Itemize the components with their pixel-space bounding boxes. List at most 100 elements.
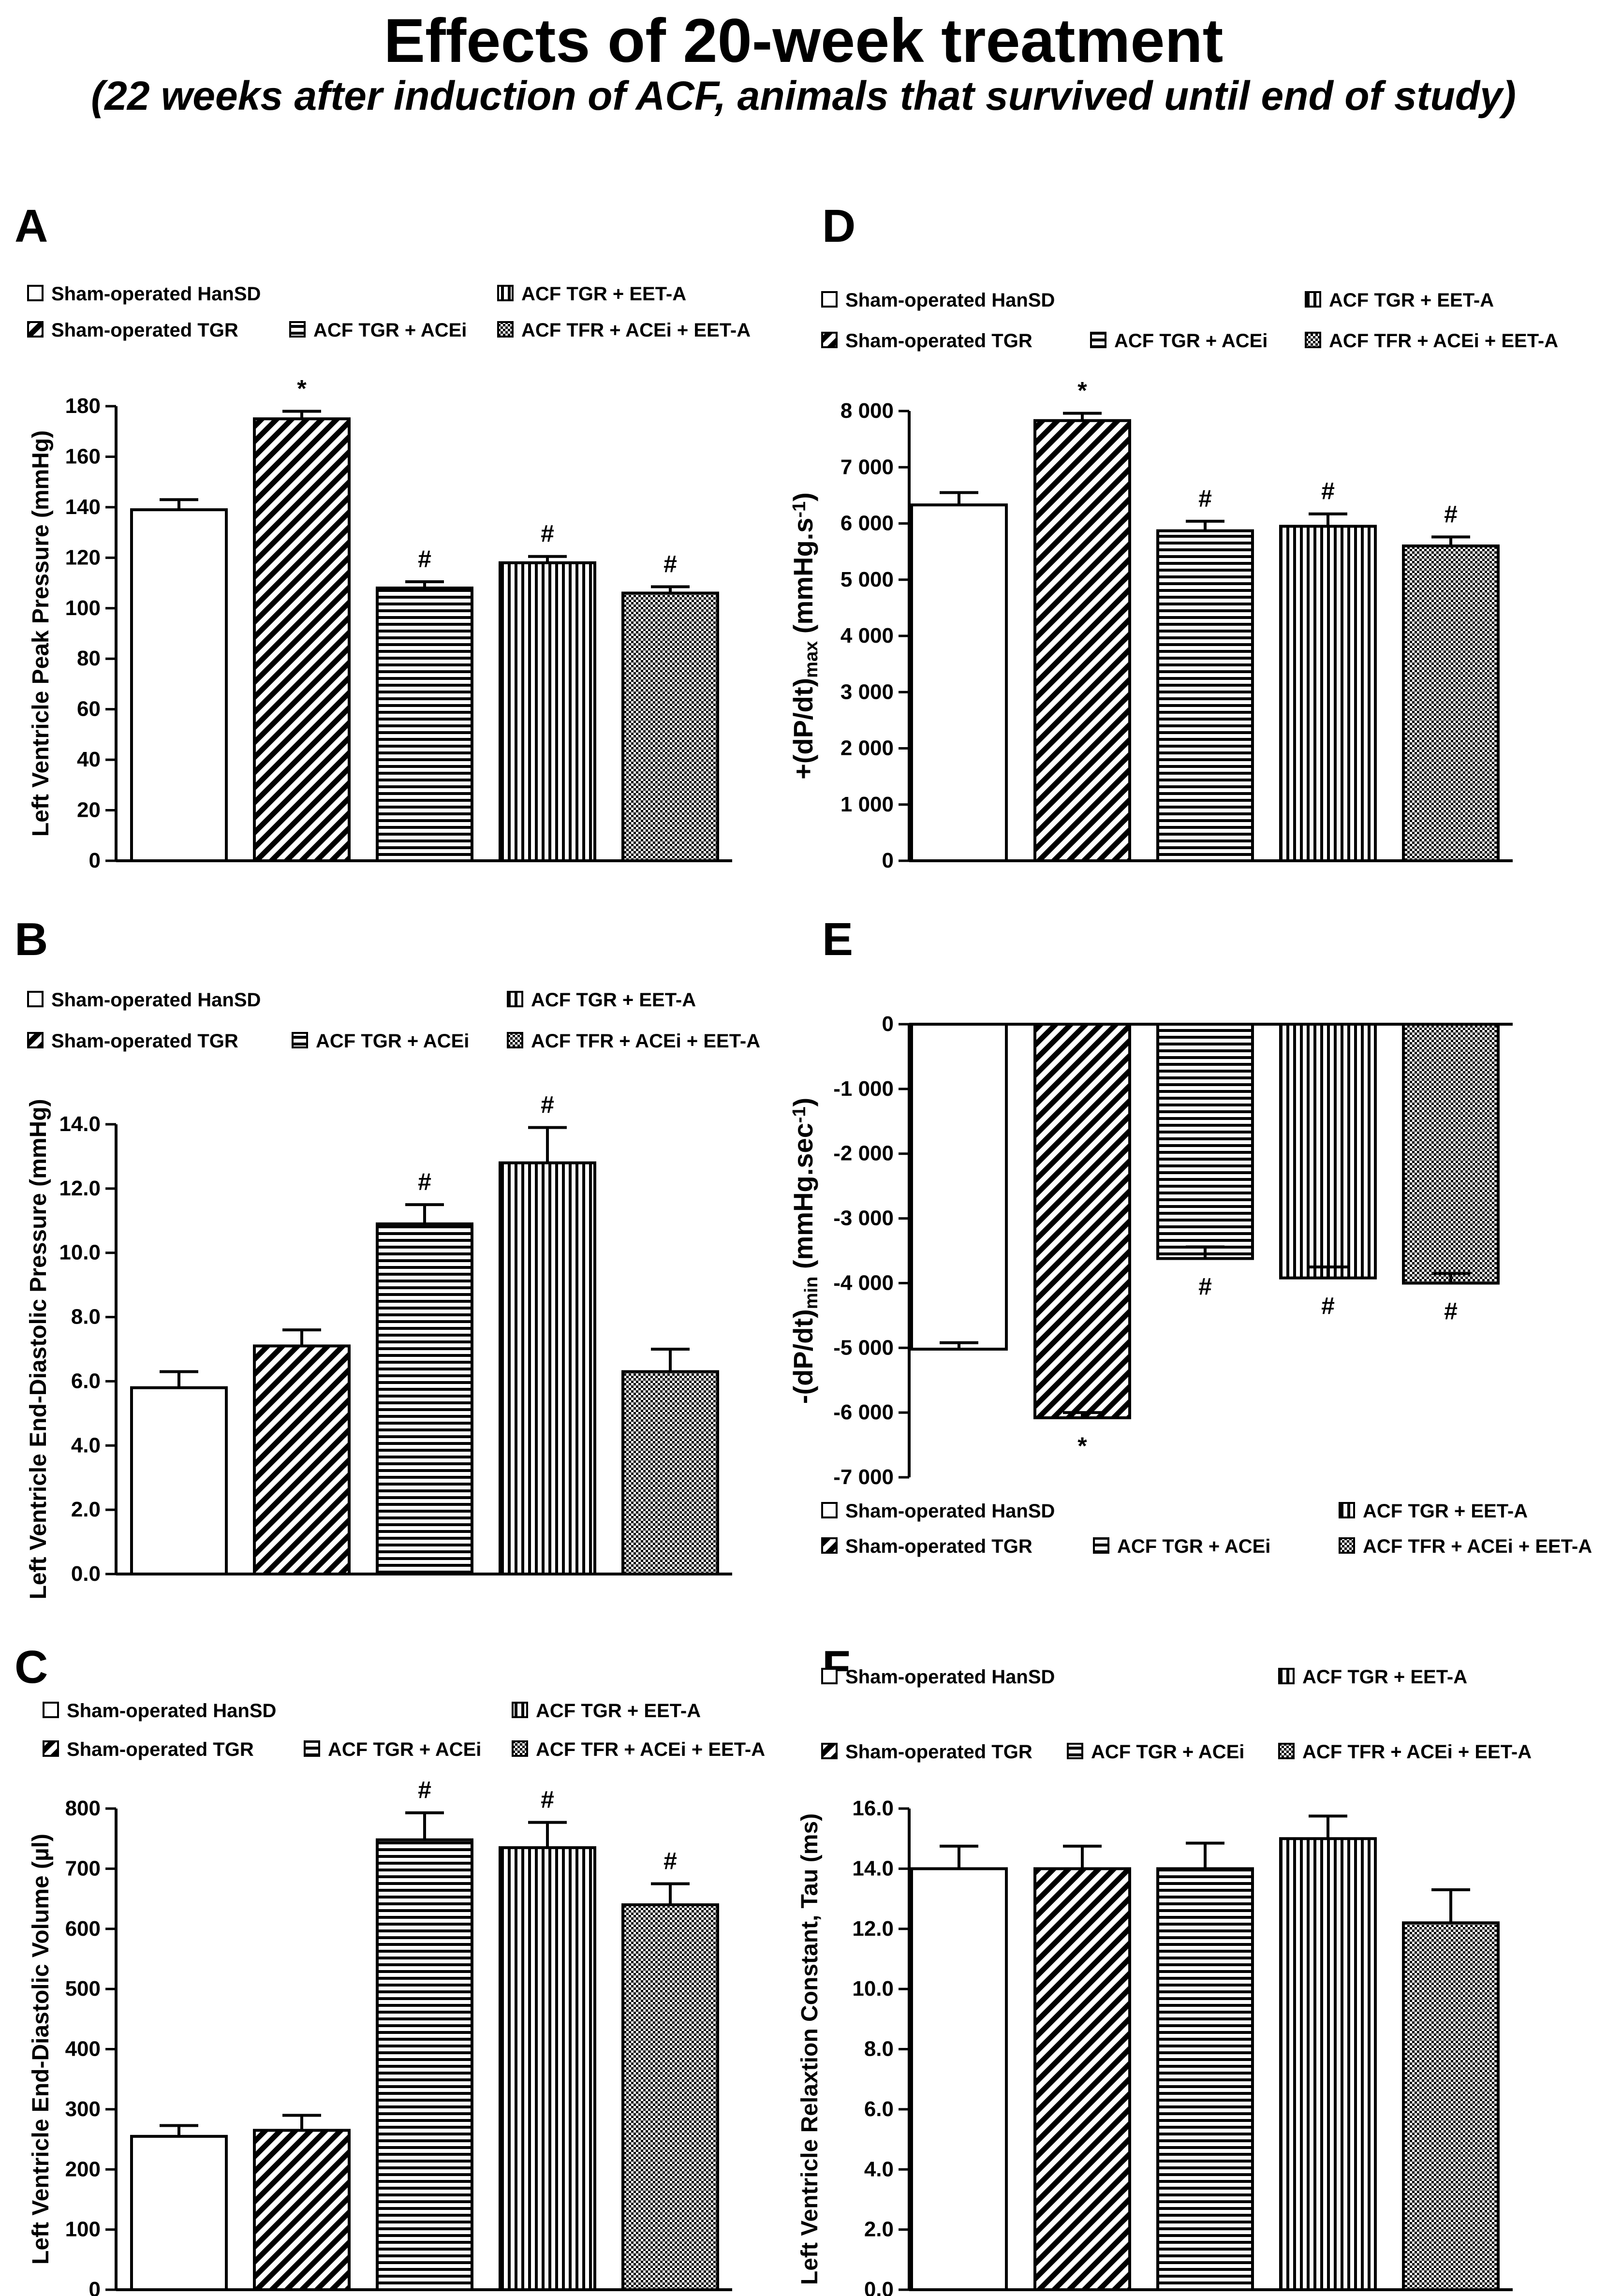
legend-label: Sham-operated TGR — [845, 330, 1032, 352]
panel-letter: B — [15, 913, 48, 965]
legend-swatch-icon — [27, 991, 44, 1007]
legend-swatch-icon — [512, 1702, 528, 1718]
bar — [253, 2129, 351, 2291]
legend-item: ACF TGR + ACEi — [1093, 1536, 1270, 1557]
y-tick-label: 0 — [882, 1012, 894, 1036]
legend-swatch-icon — [289, 321, 306, 338]
bar — [1402, 1023, 1500, 1285]
legend-swatch-icon — [1339, 1537, 1355, 1554]
bar — [499, 1161, 596, 1576]
bar — [1033, 1023, 1131, 1419]
figure-subtitle: (22 weeks after induction of ACF, animal… — [91, 73, 1516, 118]
y-tick-label: -6 000 — [833, 1400, 894, 1424]
y-tick-label: 800 — [65, 1796, 101, 1820]
legend-panel-B: Sham-operated HanSD Sham-operated TGR ACF … — [27, 989, 760, 1052]
bar — [1033, 419, 1131, 862]
chart-panel-E: E 0 -1 000 -2 000 -3 000 -4 000 -5 000 -6 000 -7… — [822, 913, 1513, 1489]
panel-letter: D — [822, 200, 855, 252]
chart-panel-A: A 0 20 40 60 80 100 120 140 160 180 * # # # — [15, 200, 732, 872]
y-label-part: (mmHg.s — [788, 518, 818, 641]
legend-swatch-icon — [821, 1537, 838, 1554]
bar — [253, 1344, 351, 1576]
legend-item: Sham-operated TGR — [43, 1739, 254, 1760]
bar — [621, 591, 719, 862]
y-label-sub: max — [801, 641, 822, 678]
legend-item: ACF TFR + ACEi + EET-A — [1278, 1741, 1532, 1763]
bar — [499, 561, 596, 863]
y-tick-label: -1 000 — [833, 1077, 894, 1101]
y-label-part: -(dP/dt) — [788, 1309, 818, 1404]
legend-label: Sham-operated HanSD — [51, 989, 261, 1011]
bar — [130, 508, 228, 862]
legend-label: ACF TGR + ACEi — [1091, 1741, 1244, 1763]
y-tick-label: -2 000 — [833, 1142, 894, 1165]
y-tick-label: 0.0 — [864, 2278, 894, 2296]
chart-panel-C: C 0 100 200 300 400 500 600 700 800 # # # — [15, 1641, 732, 2296]
bar — [621, 1903, 719, 2291]
chart-panel-B: B 0.0 2.0 4.0 6.0 8.0 10.0 12.0 14.0 # # — [15, 913, 732, 1586]
y-tick-label: 4 000 — [840, 624, 894, 648]
figure-title: Effects of 20-week treatment — [383, 6, 1224, 75]
legend-label: ACF TGR + EET-A — [1329, 290, 1494, 311]
y-tick-label: 400 — [65, 2037, 101, 2061]
y-label-part: (mmHg.sec — [788, 1123, 818, 1276]
significance-label: # — [418, 1168, 431, 1195]
legend-item: Sham-operated TGR — [27, 1030, 238, 1052]
significance-label: # — [541, 1091, 554, 1119]
y-tick-label: 14.0 — [852, 1856, 894, 1880]
y-label-part: ) — [788, 492, 818, 501]
legend-swatch-icon — [1090, 332, 1106, 348]
y-axis-label: +(dP/dt)max (mmHg.s-1) — [788, 492, 822, 780]
legend-label: ACF TGR + EET-A — [531, 989, 696, 1011]
y-axis-label: Left Ventricle Relaxtion Constant, Tau (… — [797, 1813, 823, 2285]
y-label-sup: -1 — [789, 501, 810, 518]
y-tick-label: 160 — [65, 444, 101, 468]
legend-label: Sham-operated TGR — [67, 1739, 254, 1760]
legend-swatch-icon — [512, 1740, 528, 1757]
legend-label: Sham-operated TGR — [845, 1741, 1032, 1763]
significance-label: # — [541, 1786, 554, 1813]
y-tick-label: -3 000 — [833, 1207, 894, 1230]
legend-item: Sham-operated TGR — [821, 1741, 1032, 1763]
significance-label: # — [1444, 1297, 1458, 1325]
y-tick-label: 1 000 — [840, 793, 894, 816]
legend-label: ACF TFR + ACEi + EET-A — [531, 1030, 760, 1052]
legend-swatch-icon — [497, 285, 514, 301]
bar — [1402, 1921, 1500, 2291]
bar — [1156, 1023, 1254, 1260]
legend-item: Sham-operated TGR — [27, 320, 238, 341]
legend-label: ACF TGR + EET-A — [1302, 1666, 1467, 1688]
legend-label: ACF TFR + ACEi + EET-A — [536, 1739, 765, 1760]
y-tick-label: 2 000 — [840, 736, 894, 760]
y-tick-label: -7 000 — [833, 1465, 894, 1489]
legend-swatch-icon — [1093, 1537, 1109, 1554]
panel-letter: C — [15, 1641, 48, 1693]
y-tick-label: 8 000 — [840, 399, 894, 423]
y-tick-label: 180 — [65, 394, 101, 418]
bar — [1279, 525, 1377, 862]
legend-item: ACF TFR + ACEi + EET-A — [1305, 330, 1558, 352]
y-tick-label: 100 — [65, 596, 101, 620]
legend-item: Sham-operated TGR — [821, 1536, 1032, 1557]
bar — [1156, 1867, 1254, 2291]
legend-label: ACF TGR + EET-A — [536, 1700, 701, 1722]
y-label-part: +(dP/dt) — [788, 678, 818, 780]
legend-label: Sham-operated HanSD — [67, 1700, 276, 1722]
bar — [130, 1386, 228, 1576]
significance-label: * — [1077, 1432, 1087, 1459]
legend-label: ACF TFR + ACEi + EET-A — [1363, 1536, 1592, 1557]
bar — [376, 1838, 473, 2292]
legend-panel-E: Sham-operated HanSD Sham-operated TGR ACF … — [821, 1501, 1592, 1557]
legend-panel-F: Sham-operated HanSD Sham-operated TGR ACF … — [821, 1666, 1532, 1763]
y-tick-label: 0.0 — [71, 1562, 101, 1586]
y-tick-label: 8.0 — [864, 2037, 894, 2061]
y-tick-label: 500 — [65, 1977, 101, 2001]
y-tick-label: 6.0 — [864, 2097, 894, 2121]
legend-item: ACF TGR + ACEi — [1090, 330, 1268, 352]
legend-label: Sham-operated HanSD — [845, 1501, 1055, 1522]
y-tick-label: 40 — [77, 748, 101, 771]
significance-label: # — [418, 1777, 431, 1804]
legend-swatch-icon — [821, 332, 838, 348]
legend-label: Sham-operated HanSD — [845, 1666, 1055, 1688]
